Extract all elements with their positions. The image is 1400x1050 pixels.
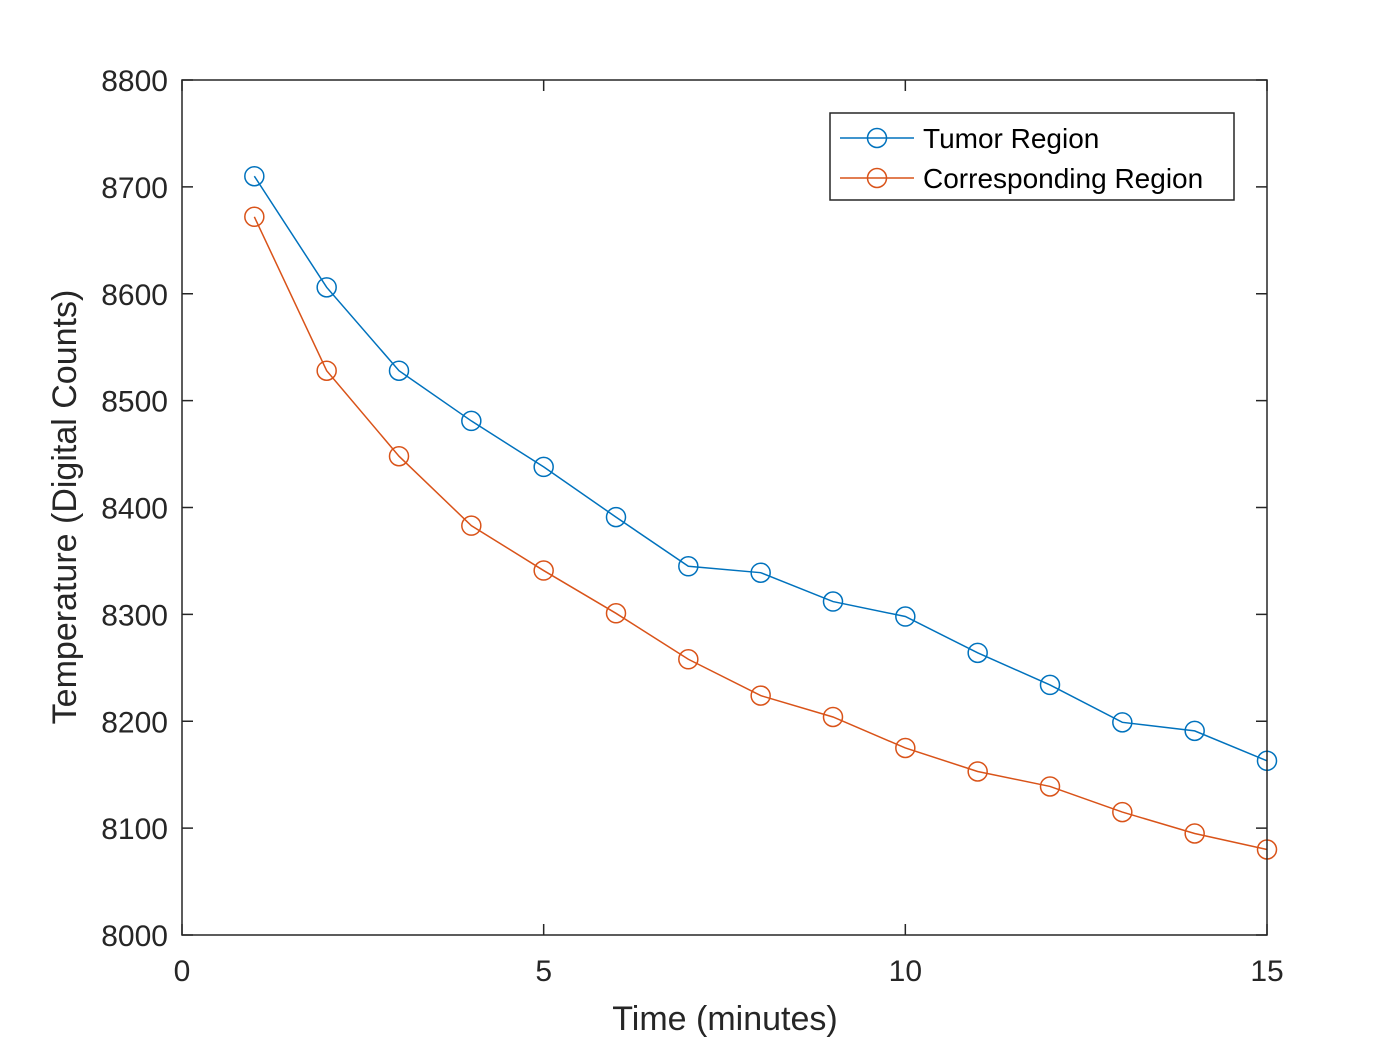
x-axis-title: Time (minutes) <box>612 1000 837 1038</box>
data-point-corresponding-region <box>388 445 410 467</box>
data-point-corresponding-region <box>1039 776 1061 797</box>
data-point-tumor-region <box>1039 674 1061 696</box>
plot-area <box>182 80 1267 935</box>
y-axis-title: Temperature (Digital Counts) <box>46 290 84 725</box>
y-tick-label: 8200 <box>101 706 168 739</box>
data-point-tumor-region <box>316 277 337 298</box>
x-tick-label: 5 <box>535 955 552 988</box>
data-point-corresponding-region <box>895 737 916 759</box>
series-line-corresponding-region <box>253 216 1268 851</box>
data-point-tumor-region <box>244 165 265 187</box>
data-point-corresponding-region <box>1184 823 1205 844</box>
data-point-corresponding-region <box>750 685 771 706</box>
data-point-tumor-region <box>605 506 627 528</box>
legend-label-tumor-region: Tumor Region <box>923 123 1099 154</box>
data-point-tumor-region <box>1184 720 1205 742</box>
data-point-corresponding-region <box>678 649 699 670</box>
y-tick-label: 8600 <box>101 279 168 312</box>
legend-marker-tumor-region <box>866 127 888 149</box>
ticks-layer: 0 5 10 15 8000 8100 8200 8300 8400 8500 8600 8700 88… <box>101 65 1283 988</box>
y-tick-label: 8400 <box>101 493 168 526</box>
data-point-corresponding-region <box>822 706 844 728</box>
marks-layer <box>244 165 1278 860</box>
legend: Tumor Region Corresponding Region <box>829 112 1235 201</box>
data-point-corresponding-region <box>461 515 482 536</box>
legend-marker-corresponding-region <box>866 167 888 189</box>
data-point-corresponding-region <box>605 603 627 624</box>
x-tick-label: 0 <box>174 955 191 988</box>
series-line-tumor-region <box>253 175 1268 762</box>
data-point-corresponding-region <box>533 560 554 581</box>
data-point-corresponding-region <box>1112 801 1133 823</box>
legend-entry-tumor-region: Tumor Region <box>840 123 1099 154</box>
y-tick-label: 8800 <box>101 65 168 98</box>
legend-entry-corresponding-region: Corresponding Region <box>840 163 1203 194</box>
data-point-corresponding-region <box>316 360 337 381</box>
legend-box <box>829 112 1235 201</box>
x-tick-label: 15 <box>1250 955 1283 988</box>
y-tick-label: 8100 <box>101 813 168 846</box>
y-tick-label: 8000 <box>101 920 168 953</box>
data-point-corresponding-region <box>967 761 988 782</box>
y-tick-label: 8300 <box>101 599 168 632</box>
x-tick-label: 10 <box>889 955 922 988</box>
y-tick-label: 8500 <box>101 386 168 419</box>
data-point-tumor-region <box>461 410 482 432</box>
data-point-tumor-region <box>750 562 771 583</box>
data-point-tumor-region <box>388 360 410 381</box>
data-point-corresponding-region <box>244 206 265 228</box>
data-point-tumor-region <box>678 556 699 577</box>
legend-label-corresponding-region: Corresponding Region <box>923 163 1203 194</box>
data-point-tumor-region <box>967 642 988 664</box>
data-point-tumor-region <box>533 456 554 478</box>
data-point-tumor-region <box>1112 712 1133 733</box>
series-tumor-region <box>244 165 1278 772</box>
y-tick-label: 8700 <box>101 172 168 205</box>
data-point-tumor-region <box>822 591 844 612</box>
data-point-tumor-region <box>895 606 916 627</box>
